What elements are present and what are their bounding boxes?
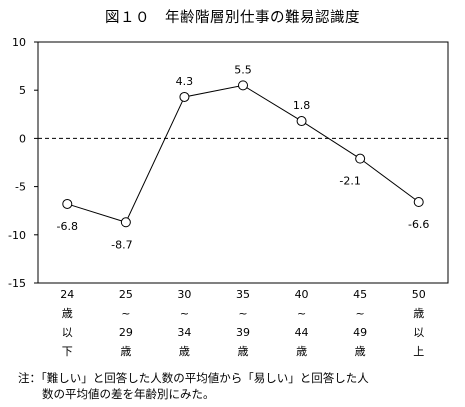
data-label: -8.7 [111, 238, 132, 251]
x-tick-label: 45 [353, 288, 367, 301]
y-tick-label: -5 [15, 181, 26, 194]
x-tick-label: 上 [413, 345, 424, 358]
data-points [62, 80, 424, 228]
x-tick-label: 下 [62, 345, 73, 358]
x-tick-label: 歳 [179, 345, 190, 358]
x-tick-label: 歳 [120, 345, 131, 358]
x-tick-label: 歳 [62, 307, 73, 320]
x-tick-label: 35 [236, 288, 250, 301]
x-tick-label: 30 [177, 288, 191, 301]
axes [37, 41, 449, 284]
x-tick-label: 29 [119, 326, 133, 339]
y-tick-label: 5 [19, 84, 26, 97]
data-label: -6.8 [57, 220, 78, 233]
data-label: 1.8 [293, 99, 311, 112]
data-point-marker [413, 197, 424, 208]
plot-frame [37, 41, 449, 284]
footnote-line-2: 数の平均値の差を年齢別にみた。 [42, 387, 215, 401]
x-tick-label: 歳 [355, 345, 366, 358]
x-tick-label: ~ [180, 307, 189, 320]
x-tick-label: 以 [413, 326, 424, 339]
data-point-marker [355, 153, 366, 164]
data-label: 5.5 [234, 63, 252, 76]
data-label: -2.1 [339, 175, 360, 188]
x-tick-label: 24 [60, 288, 74, 301]
data-label: 4.3 [176, 75, 194, 88]
y-tick-label: -10 [8, 229, 26, 242]
x-tick-label: ~ [121, 307, 130, 320]
x-tick-label: 44 [295, 326, 309, 339]
data-label: -6.6 [408, 218, 429, 231]
x-tick-label: 以 [62, 326, 73, 339]
y-axis-ticks: 10 5 0 -5 -10 -15 [8, 36, 38, 290]
x-tick-label: ~ [356, 307, 365, 320]
x-tick-label: 歳 [296, 345, 307, 358]
x-tick-label: 39 [236, 326, 250, 339]
footnote-line-1: 注：「難しい」と回答した人数の平均値から「易しい」と回答した人 [18, 371, 369, 385]
x-tick-label: ~ [238, 307, 247, 320]
data-point-marker [296, 116, 307, 127]
y-tick-label: -15 [8, 277, 26, 290]
y-tick-label: 10 [12, 36, 26, 49]
data-labels: -6.8 -8.7 4.3 5.5 1.8 -2.1 -6.6 [57, 63, 430, 251]
x-tick-label: 34 [177, 326, 191, 339]
x-tick-label: 40 [295, 288, 309, 301]
data-point-marker [179, 91, 190, 102]
data-point-marker [120, 217, 131, 228]
series-line [67, 84, 420, 223]
x-tick-label: 50 [412, 288, 426, 301]
data-point-marker [238, 80, 248, 91]
x-tick-label: 歳 [413, 307, 424, 320]
series-line-path [67, 84, 420, 223]
x-tick-label: 歳 [238, 345, 249, 358]
x-tick-label: ~ [297, 307, 306, 320]
data-point-marker [62, 198, 73, 209]
x-tick-label: 49 [353, 326, 367, 339]
chart-title: 図１０ 年齢階層別仕事の難易認識度 [105, 10, 360, 26]
y-tick-label: 0 [19, 132, 26, 145]
x-tick-label: 25 [119, 288, 133, 301]
